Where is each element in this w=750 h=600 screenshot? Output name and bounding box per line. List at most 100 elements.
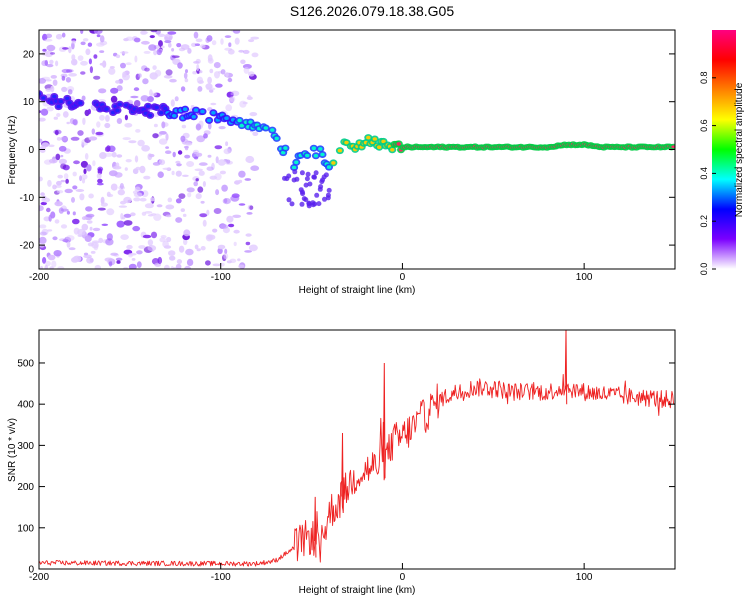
heat-noise-blob <box>138 245 146 249</box>
heat-noise-blob <box>72 119 78 126</box>
ridge-core-blob <box>117 102 122 107</box>
heat-noise-blob <box>96 173 102 179</box>
heat-noise-blob <box>206 209 210 216</box>
heat-noise-blob <box>170 99 175 107</box>
heat-noise-blob <box>220 38 224 45</box>
ridge-tail-blob <box>282 175 287 181</box>
heat-noise-blob <box>123 220 133 226</box>
heat-noise-blob <box>93 30 103 35</box>
snr-series-line <box>39 373 675 567</box>
heat-noise-blob <box>128 140 137 144</box>
heat-noise-blob <box>152 65 157 70</box>
heat-noise-blob <box>214 71 220 79</box>
ridge-core-blob <box>248 120 253 124</box>
heat-noise-blob <box>96 121 101 128</box>
heat-noise-blob <box>170 265 174 269</box>
heat-noise-blob <box>110 183 118 191</box>
spectrogram-y-ticks: -20 -10 0 10 20 <box>20 49 675 252</box>
heat-noise-blob <box>223 148 231 155</box>
heat-noise-blob <box>137 139 145 147</box>
y-tick-label: 0 <box>28 565 34 576</box>
heat-noise-blob <box>194 168 203 172</box>
ridge-tail-blob <box>307 181 313 187</box>
heat-noise-blob <box>85 48 91 56</box>
heat-noise-blob <box>213 208 222 214</box>
heat-noise-blob <box>198 162 208 166</box>
colorbar-tick-label: 0.2 <box>699 215 709 228</box>
snr-plot-area <box>39 330 675 567</box>
heat-noise-blob <box>214 173 222 181</box>
heat-noise-blob <box>165 150 172 154</box>
heat-noise-blob <box>180 86 186 92</box>
heat-noise-blob <box>83 168 87 175</box>
heat-noise-blob <box>193 31 199 39</box>
heat-noise-blob <box>55 153 61 161</box>
heat-noise-blob <box>52 236 58 241</box>
heat-noise-blob <box>208 122 212 130</box>
heat-noise-blob <box>243 66 250 74</box>
heat-noise-blob <box>136 261 142 268</box>
ridge-core-blob <box>381 139 386 144</box>
ridge-core-blob <box>377 145 382 149</box>
heat-noise-blob <box>120 234 129 241</box>
heat-noise-blob <box>207 76 213 84</box>
heat-noise-blob <box>197 186 204 193</box>
heat-noise-blob <box>240 59 246 65</box>
ridge-core-blob <box>671 145 675 149</box>
heat-noise-blob <box>88 193 94 199</box>
heat-noise-blob <box>207 54 213 62</box>
heat-noise-blob <box>45 33 53 39</box>
heat-noise-blob <box>115 80 120 84</box>
heat-noise-blob <box>46 207 51 213</box>
ridge-core-blob <box>104 107 109 111</box>
ridge-core-blob <box>65 96 70 101</box>
heat-noise-blob <box>180 208 185 213</box>
heat-noise-blob <box>183 229 191 237</box>
heat-noise-blob <box>228 42 232 47</box>
heat-noise-blob <box>93 54 98 59</box>
heat-noise-blob <box>168 42 172 48</box>
heat-noise-blob <box>186 258 194 266</box>
heat-noise-blob <box>245 233 252 237</box>
x-tick-label: 0 <box>400 572 406 583</box>
heat-noise-blob <box>66 210 70 215</box>
heat-noise-blob <box>133 87 140 92</box>
heat-noise-blob <box>244 250 253 253</box>
heat-noise-blob <box>141 145 151 152</box>
heat-noise-blob <box>61 75 66 81</box>
heat-noise-blob <box>67 89 73 95</box>
x-tick-label: -200 <box>29 572 49 583</box>
heat-noise-blob <box>215 156 219 164</box>
heat-noise-blob <box>176 163 182 167</box>
heat-noise-blob <box>47 254 56 261</box>
heat-noise-blob <box>88 136 98 141</box>
heat-noise-blob <box>45 260 51 267</box>
heat-noise-blob <box>95 131 104 136</box>
heat-noise-blob <box>223 198 228 204</box>
heat-noise-blob <box>239 100 247 108</box>
y-tick-label: 0 <box>28 145 34 156</box>
heat-noise-blob <box>53 250 62 257</box>
heat-noise-blob <box>192 149 200 155</box>
heat-noise-blob <box>165 204 175 210</box>
heat-noise-blob <box>209 68 214 74</box>
heat-noise-blob <box>71 54 76 61</box>
ridge-core-blob <box>263 126 268 130</box>
heat-noise-blob <box>71 40 76 44</box>
heat-noise-blob <box>206 166 214 171</box>
heat-noise-blob <box>186 161 195 167</box>
y-tick-label: 200 <box>17 482 34 493</box>
heat-noise-blob <box>217 247 223 255</box>
heat-noise-blob <box>85 206 93 212</box>
heat-noise-blob <box>49 59 54 65</box>
heat-noise-blob <box>80 41 86 46</box>
heat-noise-blob <box>39 176 43 182</box>
heat-noise-blob <box>182 213 187 217</box>
heat-noise-blob <box>77 55 84 61</box>
heat-noise-blob <box>213 62 221 69</box>
heat-noise-blob <box>107 193 114 198</box>
heat-noise-blob <box>87 108 91 115</box>
heat-noise-blob <box>61 86 68 92</box>
heat-noise-blob <box>46 106 54 112</box>
heat-noise-blob <box>81 223 89 231</box>
